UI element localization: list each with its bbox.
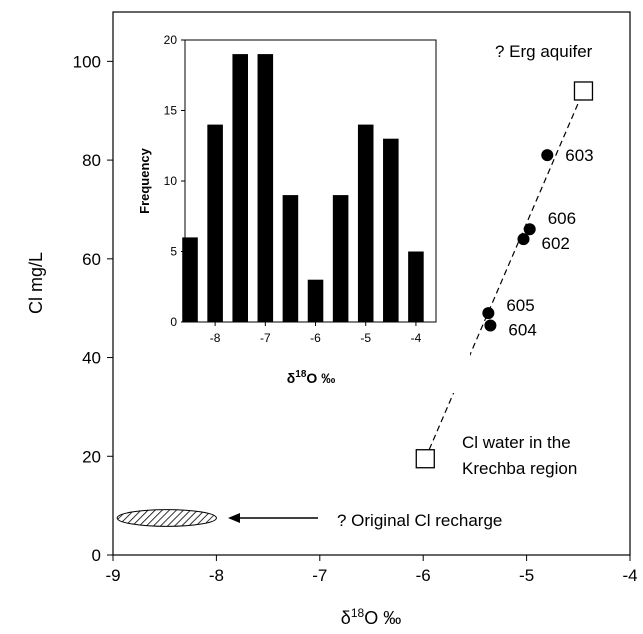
inset-y-tick-label: 0	[170, 315, 177, 329]
x-tick-label: -7	[312, 566, 327, 585]
inset-y-tick-label: 10	[164, 174, 178, 188]
krechba-label-line1: Cl water in the	[462, 433, 571, 452]
histogram-bar	[282, 195, 299, 322]
data-point-602	[517, 233, 530, 246]
data-point-label-604: 604	[508, 320, 536, 339]
main-y-axis-label: Cl mg/L	[26, 252, 46, 314]
inset-x-tick-label: -7	[260, 331, 271, 345]
recharge-arrow-head	[228, 513, 240, 523]
histogram-bar	[357, 124, 374, 322]
inset-series: 0 5 10 15 20 -8 -7 -6 -5 -4	[164, 33, 424, 345]
histogram-bar	[383, 138, 399, 322]
trend-line	[424, 90, 585, 459]
main-plot-area	[112, 11, 631, 556]
inset-y-tick-label: 5	[170, 245, 177, 259]
main-x-axis-label: δ18O ‰	[341, 606, 401, 628]
inset-x-tick-label: -6	[310, 331, 321, 345]
inset-y-tick-label: 20	[164, 33, 178, 47]
data-point-606	[523, 223, 536, 236]
histogram-bar	[182, 237, 198, 322]
inset-x-tick-label: -5	[360, 331, 371, 345]
histogram-bar	[332, 195, 349, 322]
main-series: 603 606 602 605 604	[116, 81, 594, 527]
histogram-bar	[207, 124, 223, 322]
data-point-label-605: 605	[506, 296, 534, 315]
data-point-603	[541, 149, 554, 162]
recharge-ellipse	[116, 509, 217, 527]
histogram-bar	[257, 54, 274, 322]
histogram-bar	[408, 251, 424, 322]
histogram-bar	[307, 279, 324, 322]
y-tick-label: 0	[92, 546, 101, 565]
data-point-label-606: 606	[548, 209, 576, 228]
inset-x-axis-label: δ18O ‰	[287, 369, 335, 386]
y-tick-label: 100	[73, 52, 101, 71]
y-tick-label: 60	[82, 250, 101, 269]
x-tick-label: -6	[416, 566, 431, 585]
x-tick-label: -8	[209, 566, 224, 585]
histogram-bar	[232, 54, 249, 322]
x-tick-label: -9	[105, 566, 120, 585]
data-point-label-603: 603	[565, 146, 593, 165]
data-point-label-602: 602	[541, 234, 569, 253]
x-tick-label: -5	[519, 566, 534, 585]
erg-aquifer-label: ? Erg aquifer	[495, 42, 593, 61]
inset-y-axis-label: Frequency	[137, 147, 152, 214]
data-point-605	[482, 307, 495, 320]
krechba-label-line2: Krechba region	[462, 459, 577, 478]
endmember-square-0	[573, 81, 594, 101]
inset-x-tick-label: -4	[411, 331, 422, 345]
endmember-square-1	[415, 449, 435, 469]
y-tick-label: 20	[82, 447, 101, 466]
inset-background	[152, 15, 470, 393]
y-tick-label: 40	[82, 349, 101, 368]
y-tick-label: 80	[82, 151, 101, 170]
x-tick-label: -4	[622, 566, 637, 585]
original-recharge-label: ? Original Cl recharge	[337, 511, 502, 530]
inset-x-tick-label: -8	[210, 331, 221, 345]
data-point-604	[484, 319, 497, 332]
inset-y-tick-label: 15	[164, 104, 178, 118]
